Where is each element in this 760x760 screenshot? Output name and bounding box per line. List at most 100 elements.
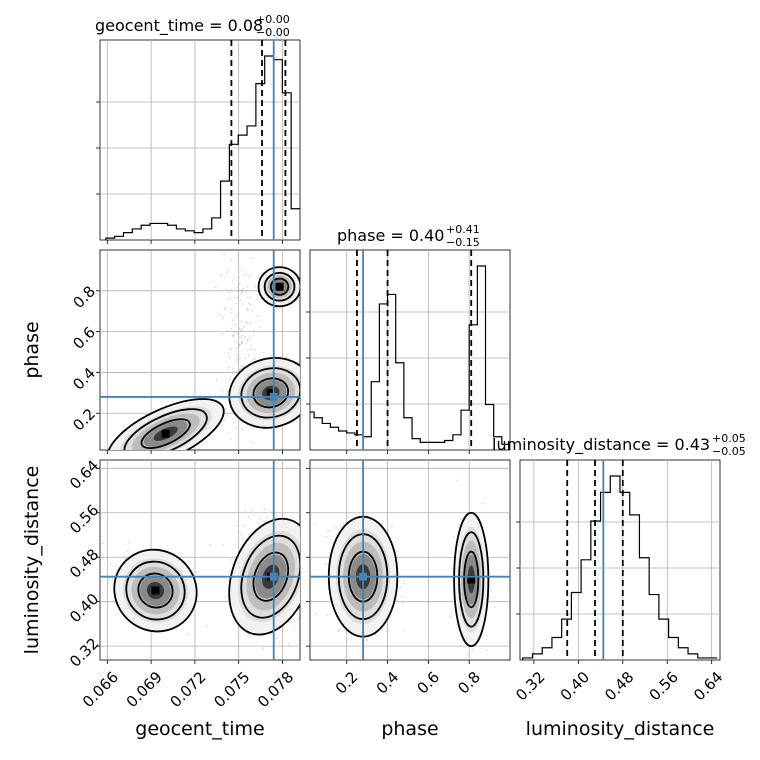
sample-point <box>244 273 246 276</box>
panels-layer: 0.32 0.40 0.48 0.56 0.640.20.40.60.80.066 0.0… <box>66 39 726 711</box>
sample-point <box>240 337 243 340</box>
sample-point <box>290 618 293 621</box>
sample-point <box>249 636 252 638</box>
sample-point <box>126 549 129 552</box>
sample-point <box>459 644 462 647</box>
y-tick-label: 0.48 <box>66 545 102 581</box>
sample-point <box>402 601 404 604</box>
ylabel-phase: phase <box>21 321 43 378</box>
sample-point <box>228 366 231 369</box>
sample-point <box>230 311 232 314</box>
hist-panel-luminosity_distance: 0.32 0.40 0.48 0.56 0.64 <box>512 459 726 704</box>
sample-point <box>250 274 252 277</box>
density-peak <box>266 388 275 397</box>
sample-point <box>237 369 240 372</box>
sample-point <box>243 335 246 338</box>
sample-point <box>254 357 257 360</box>
y-tick-label: 0.40 <box>66 590 102 626</box>
title-luminosity-distance-minus: −0.05 <box>712 445 746 458</box>
sample-point <box>263 428 265 431</box>
sample-point <box>245 343 247 345</box>
sample-point <box>214 286 217 289</box>
sample-point <box>133 454 135 456</box>
sample-point <box>220 274 222 277</box>
sample-point <box>128 541 131 544</box>
sample-point <box>366 639 369 642</box>
sample-point <box>233 297 236 299</box>
sample-point <box>258 314 261 317</box>
contour-line <box>252 551 290 602</box>
sample-point <box>253 358 255 361</box>
contour-line <box>228 357 300 429</box>
sample-point <box>246 296 249 299</box>
sample-point <box>235 258 238 261</box>
sample-point <box>242 525 245 528</box>
sample-point <box>241 302 244 305</box>
sample-point <box>249 303 252 306</box>
sample-point <box>225 288 228 291</box>
contour-line <box>123 408 208 450</box>
sample-point <box>251 509 253 512</box>
truth-marker <box>359 572 368 581</box>
sample-point <box>230 348 233 351</box>
sample-point <box>241 289 244 292</box>
sample-point <box>246 339 249 342</box>
title-geocent-time-minus: −0.00 <box>256 26 290 39</box>
sample-point <box>238 344 241 347</box>
sample-point <box>235 341 238 344</box>
sample-point <box>293 625 296 628</box>
contour-line <box>463 550 480 609</box>
sample-point <box>237 332 240 335</box>
sample-point <box>236 286 239 289</box>
xlabel-luminosity-distance: luminosity_distance <box>526 718 715 740</box>
sample-point <box>221 317 224 320</box>
sample-point <box>450 615 453 618</box>
sample-point <box>160 457 162 459</box>
x-tick-label: 0.64 <box>690 668 726 704</box>
sample-point <box>231 280 234 282</box>
sample-point <box>338 628 341 631</box>
sample-point <box>247 533 250 536</box>
sample-point <box>296 618 299 621</box>
contour-line <box>257 266 300 308</box>
sample-point <box>258 326 261 329</box>
sample-point <box>223 418 226 421</box>
sample-point <box>244 357 246 360</box>
sample-point <box>235 315 237 318</box>
sample-point <box>324 562 327 565</box>
sample-point <box>233 555 236 558</box>
text-layer: geocent_time = 0.08 +0.00 −0.00 phase = … <box>21 13 746 740</box>
sample-point <box>247 308 250 311</box>
sample-point <box>187 632 190 635</box>
xlabel-phase: phase <box>381 718 438 740</box>
sample-point <box>456 479 458 482</box>
sample-point <box>240 292 242 295</box>
x-tick-label: 0.069 <box>123 668 166 711</box>
sample-point <box>253 285 256 288</box>
sample-point <box>242 287 244 290</box>
contour-line <box>263 271 296 302</box>
sample-point <box>227 390 229 392</box>
sample-point <box>251 428 254 430</box>
sample-point <box>241 269 244 272</box>
panel-content <box>310 250 510 450</box>
sample-point <box>228 377 231 380</box>
sample-point <box>247 354 250 356</box>
hist-panel-geocent_time <box>96 39 301 244</box>
sample-point <box>307 615 309 617</box>
contour-line <box>113 548 198 633</box>
sample-point <box>239 368 242 371</box>
sample-point <box>230 327 233 330</box>
histogram-step <box>310 265 510 445</box>
sample-point <box>227 431 230 434</box>
y-tick-label: 0.56 <box>66 501 102 537</box>
sample-point <box>101 542 104 545</box>
sample-point <box>244 337 246 340</box>
sample-point <box>225 407 227 410</box>
sample-point <box>390 525 393 528</box>
sample-point <box>206 624 209 627</box>
sample-point <box>465 653 468 656</box>
sample-point <box>226 369 229 371</box>
sample-point <box>239 336 242 338</box>
contour-line <box>140 418 191 450</box>
